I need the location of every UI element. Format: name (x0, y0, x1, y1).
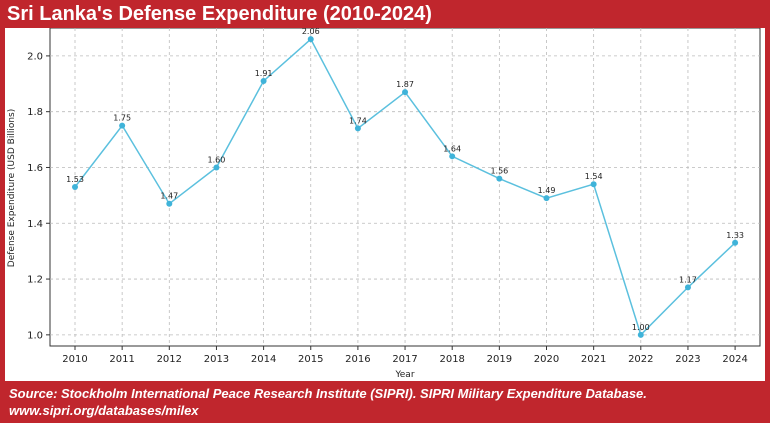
data-label: 1.91 (255, 69, 273, 78)
data-label: 1.54 (585, 172, 603, 181)
y-tick-label: 1.0 (27, 330, 43, 341)
y-axis-ticks: 1.0 1.2 1.4 1.6 1.8 2.0 (27, 51, 50, 341)
data-point (402, 89, 409, 96)
x-tick-label: 2016 (345, 354, 370, 365)
data-point (354, 125, 361, 132)
x-tick-label: 2012 (157, 354, 182, 365)
data-label: 1.64 (443, 144, 461, 153)
data-point (732, 239, 739, 246)
data-point (449, 153, 456, 160)
data-point (684, 284, 691, 291)
data-labels: 1.53 1.75 1.47 1.60 1.91 2.06 1.74 1.87 1.64 1.56… (66, 28, 744, 332)
data-point (590, 181, 597, 188)
x-tick-label: 2013 (204, 354, 229, 365)
data-point (307, 36, 314, 43)
data-label: 1.87 (396, 80, 414, 89)
data-label: 1.53 (66, 175, 84, 184)
x-tick-label: 2024 (722, 354, 747, 365)
x-axis-label: Year (394, 370, 414, 380)
x-tick-label: 2017 (392, 354, 417, 365)
data-label: 1.47 (160, 192, 178, 201)
data-point (72, 184, 78, 190)
x-tick-label: 2015 (298, 354, 323, 365)
source-line-2: www.sipri.org/databases/milex (9, 403, 199, 418)
data-point (543, 195, 550, 202)
x-tick-label: 2011 (109, 354, 134, 365)
data-label: 1.33 (726, 231, 744, 240)
x-tick-label: 2022 (628, 354, 653, 365)
data-label: 1.56 (490, 167, 508, 176)
x-tick-label: 2018 (439, 354, 464, 365)
data-point (166, 200, 173, 207)
x-tick-label: 2023 (675, 354, 700, 365)
data-point (213, 164, 220, 171)
y-tick-label: 1.4 (27, 219, 43, 230)
data-point (119, 122, 126, 129)
source-line-1: Source: Stockholm International Peace Re… (9, 386, 647, 401)
data-point (496, 175, 503, 182)
data-label: 1.17 (679, 275, 697, 284)
data-label: 1.60 (208, 155, 226, 164)
line-chart: 1.01.21.41.61.82.0 2010 2011 2012 2013 2014 2… (7, 28, 761, 380)
data-point (637, 331, 644, 338)
y-tick-label: 1.2 (27, 275, 43, 286)
data-label: 2.06 (302, 28, 320, 36)
data-label: 1.75 (113, 114, 131, 123)
source-footer: Source: Stockholm International Peace Re… (9, 385, 647, 419)
data-label: 1.74 (349, 116, 367, 125)
y-axis-label: Defense Expenditure (USD Billions) (7, 109, 17, 267)
x-tick-label: 2014 (251, 354, 276, 365)
data-label: 1.49 (538, 186, 556, 195)
y-tick-label: 1.6 (27, 163, 43, 174)
x-tick-label: 2021 (581, 354, 606, 365)
x-axis-ticks: 2010 2011 2012 2013 2014 2015 2016 2017 2018 2019… (62, 346, 748, 365)
y-tick-label: 2.0 (27, 51, 43, 62)
chart-panel: 1.0 1.2 1.4 1.6 1.8 2.0 2010 2011 2012 2013 2014 2… (5, 28, 765, 381)
chart-title: Sri Lanka's Defense Expenditure (2010-20… (7, 3, 432, 25)
data-label: 1.00 (632, 323, 650, 332)
data-point (260, 78, 267, 84)
x-tick-label: 2019 (487, 354, 512, 365)
x-tick-label: 2010 (62, 354, 87, 365)
grid-lines (50, 28, 760, 346)
data-points (72, 36, 739, 338)
y-tick-label: 1.8 (27, 107, 43, 118)
x-tick-label: 2020 (534, 354, 559, 365)
